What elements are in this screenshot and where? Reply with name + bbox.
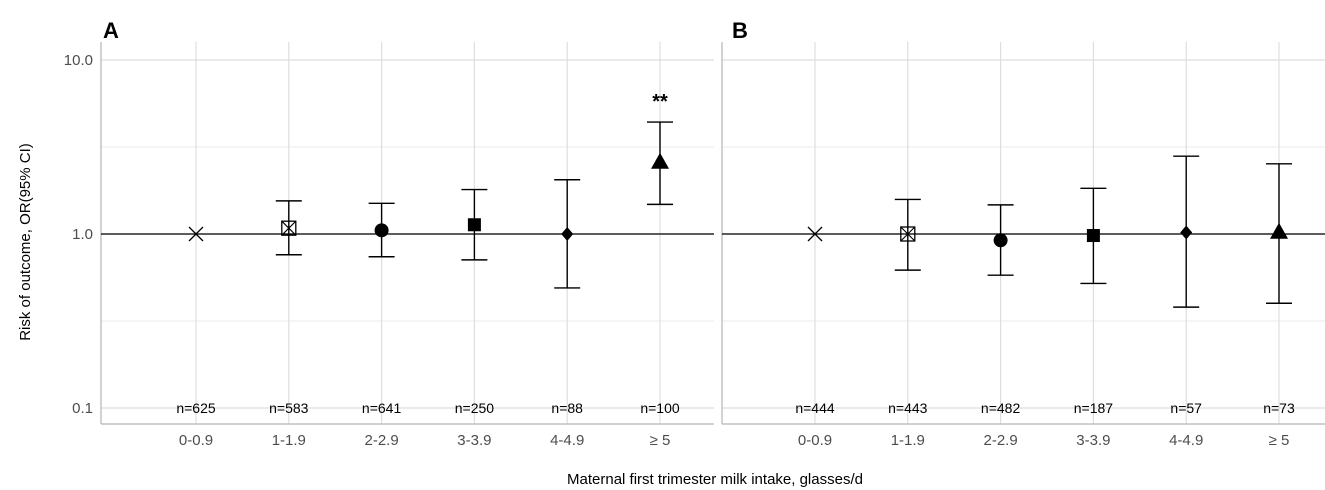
panel-label: B xyxy=(732,18,748,43)
x-tick-label: 1-1.9 xyxy=(891,432,925,449)
n-label: n=100 xyxy=(640,400,680,416)
x-tick-label: 3-3.9 xyxy=(457,432,491,449)
x-axis-title: Maternal first trimester milk intake, gl… xyxy=(567,471,863,488)
x-tick-label: 1-1.9 xyxy=(272,432,306,449)
y-tick-label: 1.0 xyxy=(72,226,93,243)
marker-square-x xyxy=(900,226,916,242)
marker-triangle xyxy=(651,152,669,169)
x-tick-label: ≥ 5 xyxy=(650,432,671,449)
n-label: n=57 xyxy=(1170,400,1202,416)
panel-b: B 0-0.9 n=444 1-1.9 n=443 2-2.9 n=482 3-3.9 n=18… xyxy=(721,18,1325,449)
panel-label: A xyxy=(103,18,119,43)
marker-square-x-cross xyxy=(900,226,916,242)
marker-square-x-cross xyxy=(281,220,297,236)
panels-group: A 10.0 1.0 0.1 0-0.9 n=625 1-1.9 n=583 2-2.9 n=64… xyxy=(64,18,1325,449)
significance-annotation: ** xyxy=(652,91,668,113)
x-tick-label: 0-0.9 xyxy=(179,432,213,449)
marker-triangle xyxy=(1270,222,1288,239)
y-tick-label: 10.0 xyxy=(64,52,93,69)
x-tick-label: 2-2.9 xyxy=(983,432,1017,449)
marker-circle xyxy=(993,233,1008,248)
marker-square xyxy=(467,218,481,232)
y-axis-title: Risk of outcome, OR(95% CI) xyxy=(17,143,34,341)
marker-square-x xyxy=(281,220,297,236)
marker-circle xyxy=(374,223,389,238)
n-label: n=73 xyxy=(1263,400,1295,416)
marker-diamond xyxy=(561,227,574,241)
x-tick-label: 0-0.9 xyxy=(798,432,832,449)
n-label: n=625 xyxy=(176,400,216,416)
marker-square xyxy=(1086,229,1100,243)
n-label: n=250 xyxy=(455,400,495,416)
marker-x xyxy=(807,226,823,242)
n-label: n=88 xyxy=(551,400,583,416)
panel-a: A 10.0 1.0 0.1 0-0.9 n=625 1-1.9 n=583 2-2.9 n=64… xyxy=(64,18,714,449)
x-tick-label: 3-3.9 xyxy=(1076,432,1110,449)
y-tick-label: 0.1 xyxy=(72,400,93,417)
n-label: n=187 xyxy=(1074,400,1114,416)
n-label: n=444 xyxy=(795,400,835,416)
n-label: n=482 xyxy=(981,400,1021,416)
marker-x xyxy=(188,226,204,242)
n-label: n=641 xyxy=(362,400,402,416)
x-tick-label: 4-4.9 xyxy=(550,432,584,449)
x-tick-label: 2-2.9 xyxy=(364,432,398,449)
x-tick-label: 4-4.9 xyxy=(1169,432,1203,449)
x-tick-label: ≥ 5 xyxy=(1269,432,1290,449)
n-label: n=443 xyxy=(888,400,928,416)
marker-diamond xyxy=(1180,225,1193,240)
n-label: n=583 xyxy=(269,400,309,416)
